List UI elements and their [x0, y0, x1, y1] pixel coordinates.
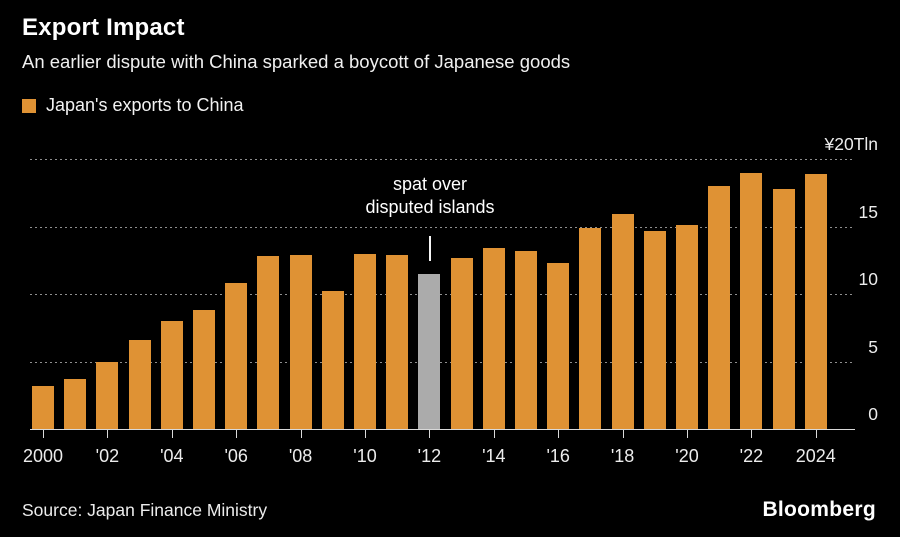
x-tick-2006: [236, 430, 238, 438]
x-tick-2012: [429, 430, 431, 438]
gridline-10: [30, 294, 855, 295]
x-tick-2000: [43, 430, 44, 438]
y-tick-label-15: 15: [858, 201, 878, 222]
y-tick-label-5: 5: [868, 336, 878, 357]
bar-2018: [611, 214, 634, 429]
bar-2011: [386, 254, 409, 429]
bar-2009: [321, 291, 344, 429]
legend-label: Japan's exports to China: [46, 95, 244, 115]
x-tick-label-2020: '20: [675, 446, 699, 466]
bar-2012: [418, 273, 441, 429]
x-tick-2016: [558, 430, 560, 438]
legend: Japan's exports to China: [22, 95, 244, 116]
bar-2013: [450, 257, 473, 429]
bar-2016: [547, 262, 570, 429]
x-tick-2024: [815, 430, 817, 438]
bar-2005: [193, 310, 215, 429]
x-tick-label-2002: '02: [95, 446, 120, 466]
annotation-line1: spat over: [392, 174, 468, 194]
x-tick-2022: [751, 430, 753, 438]
y-tick-label-10: 10: [858, 269, 878, 289]
bar-2001: [64, 379, 87, 429]
x-tick-2010: [365, 430, 366, 438]
x-tick-label-2004: '04: [160, 446, 184, 466]
x-tick-label-2010: '10: [353, 446, 377, 466]
bar-2006: [225, 283, 248, 429]
bar-2010: [354, 253, 376, 429]
bar-2021: [708, 186, 731, 429]
bar-2020: [676, 225, 698, 429]
x-tick-2008: [300, 430, 302, 438]
x-tick-label-2018: '18: [610, 446, 635, 466]
x-tick-2002: [107, 430, 109, 438]
gridline-15: [30, 226, 855, 228]
x-tick-2020: [687, 430, 688, 438]
bar-2008: [289, 254, 312, 429]
bar-2015: [515, 250, 537, 429]
bar-2007: [257, 256, 280, 429]
annotation-pointer-line: [429, 236, 431, 261]
bar-2024: [804, 173, 827, 429]
bar-2000: [32, 385, 54, 429]
x-tick-label-2012: '12: [417, 446, 442, 466]
x-tick-label-2022: '22: [739, 446, 764, 466]
bar-2019: [643, 230, 666, 429]
bar-2022: [740, 172, 763, 429]
x-tick-label-2014: '14: [482, 446, 506, 466]
x-tick-label-2008: '08: [288, 446, 313, 466]
legend-swatch-icon: [22, 98, 36, 113]
bar-2002: [96, 361, 119, 429]
bloomberg-logo: Bloomberg: [762, 498, 876, 521]
annotation-text: spat over disputed islands: [330, 173, 530, 219]
x-tick-2018: [622, 430, 624, 438]
chart-title: Export Impact: [22, 14, 185, 41]
gridline-20: [30, 159, 855, 160]
x-axis-line: [30, 429, 855, 430]
chart-subtitle: An earlier dispute with China sparked a …: [22, 51, 571, 72]
y-tick-label-20: ¥20Tln: [824, 134, 878, 154]
bar-2017: [579, 227, 602, 429]
x-tick-label-2006: '06: [224, 446, 248, 466]
bar-2004: [160, 321, 183, 429]
x-tick-label-2024: 2024: [795, 446, 836, 466]
source-note: Source: Japan Finance Ministry: [22, 500, 268, 520]
annotation-line2: disputed islands: [365, 197, 495, 217]
bar-2023: [772, 188, 795, 429]
y-tick-label-0: 0: [868, 404, 878, 424]
bar-2014: [482, 248, 505, 429]
x-tick-2004: [171, 430, 173, 438]
x-tick-2014: [493, 430, 495, 438]
x-tick-label-2000: 2000: [22, 446, 64, 466]
gridline-5: [30, 361, 855, 363]
x-tick-label-2016: '16: [546, 446, 570, 466]
bar-2003: [128, 339, 151, 429]
